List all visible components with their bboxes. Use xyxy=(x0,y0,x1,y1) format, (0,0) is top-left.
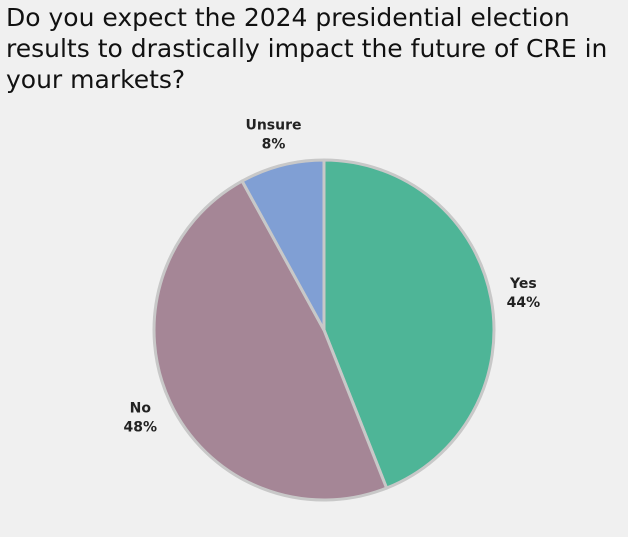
pie-slices xyxy=(152,158,496,502)
slice-value-yes: 44% xyxy=(507,295,541,311)
pie-slice-no xyxy=(152,179,389,502)
slice-value-no: 48% xyxy=(124,419,158,435)
pie-labels: Yes 44% No 48% Unsure 8% xyxy=(124,117,541,435)
slice-label-yes: Yes xyxy=(509,276,537,292)
pie-slice-yes xyxy=(322,158,496,490)
slice-label-unsure: Unsure xyxy=(245,117,301,133)
chart-title: Do you expect the 2024 presidential elec… xyxy=(6,3,608,94)
slice-value-unsure: 8% xyxy=(262,136,286,152)
pie-slice-unsure xyxy=(240,158,326,332)
slice-label-no: No xyxy=(130,400,152,416)
